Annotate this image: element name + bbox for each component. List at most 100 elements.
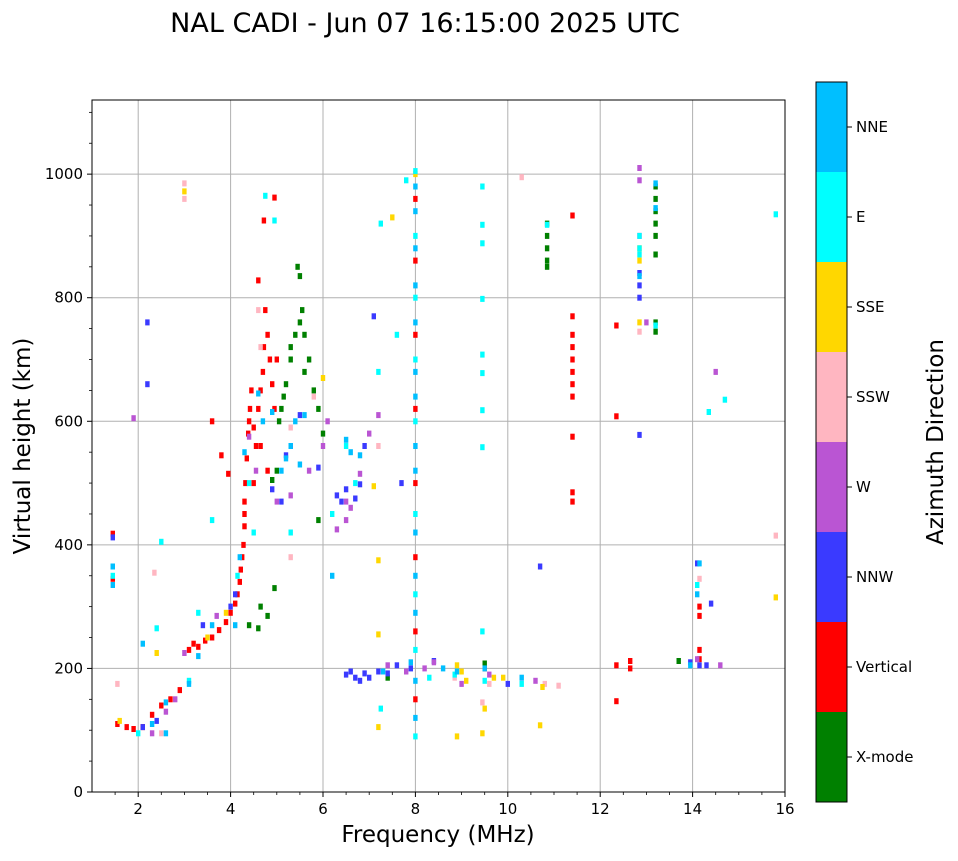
data-point [306, 356, 312, 363]
data-point [380, 668, 386, 675]
data-point [537, 722, 543, 729]
data-point [637, 257, 642, 264]
data-point [570, 498, 575, 505]
colorbar-tick-label: W [856, 478, 871, 496]
data-point [653, 232, 658, 239]
data-point [243, 480, 248, 487]
data-point [297, 273, 303, 280]
plot-frame [91, 99, 786, 793]
data-point [343, 498, 349, 505]
data-point [235, 591, 240, 598]
data-point [413, 232, 418, 239]
data-point [394, 662, 400, 669]
data-point [570, 331, 575, 338]
data-point [413, 245, 418, 252]
data-point [480, 351, 485, 358]
data-point [357, 481, 363, 488]
data-point [519, 674, 524, 681]
data-point [159, 702, 164, 709]
data-point [637, 270, 642, 276]
data-point [653, 195, 658, 202]
chart-title: NAL CADI - Jun 07 16:15:00 2025 UTC [170, 8, 680, 39]
data-point [306, 467, 312, 474]
data-point [209, 634, 215, 641]
data-point [413, 529, 418, 536]
colorbar-swatch [816, 352, 847, 442]
data-point [260, 368, 266, 375]
data-point [177, 687, 182, 694]
data-point [713, 368, 718, 375]
colorbar-tick-label: X-mode [856, 748, 913, 766]
data-point [413, 591, 418, 598]
data-point [413, 257, 418, 264]
data-point [413, 733, 418, 740]
data-point [279, 467, 284, 474]
data-point [637, 431, 642, 438]
data-point [413, 294, 418, 301]
data-point [149, 721, 155, 727]
colorbar: NNE E SSE SSW W NNW Vertical X-mode [815, 81, 913, 803]
colorbar-tick-label: E [856, 208, 865, 226]
data-point [556, 682, 561, 689]
data-point [519, 680, 524, 687]
data-point [311, 393, 316, 400]
data-point [404, 668, 409, 675]
data-point [154, 625, 159, 632]
data-point [159, 538, 164, 545]
y-tick-label: 400 [54, 536, 83, 554]
data-point [570, 368, 575, 375]
x-axis-label: Frequency (MHz) [341, 822, 534, 848]
data-point [311, 387, 316, 394]
data-point [256, 625, 261, 632]
y-tick-label: 1000 [45, 165, 83, 183]
data-point [256, 390, 261, 397]
data-point [246, 433, 252, 440]
data-point [209, 622, 215, 629]
axes: 2 4 6 8 10 12 14 16 0 200 400 600 800 1000 [45, 111, 795, 818]
data-point [263, 192, 268, 199]
data-point [697, 603, 702, 610]
data-point [464, 677, 469, 684]
data-point [614, 413, 619, 420]
data-point [325, 418, 330, 425]
data-point [413, 628, 418, 635]
data-point [205, 634, 210, 641]
data-point [223, 619, 229, 626]
colorbar-swatch [816, 442, 847, 532]
data-point [209, 418, 215, 425]
data-point [570, 393, 575, 400]
data-point [637, 282, 642, 289]
data-point [297, 412, 303, 419]
data-point [320, 375, 326, 381]
data-point [371, 313, 376, 320]
data-point [124, 724, 129, 731]
data-point [413, 183, 418, 190]
data-point [653, 319, 658, 326]
data-point [404, 177, 409, 184]
series-w [131, 165, 723, 737]
data-point [237, 554, 242, 561]
data-point [186, 677, 192, 684]
data-point [454, 733, 460, 740]
data-point [110, 534, 115, 541]
data-point [115, 721, 120, 727]
data-point [251, 424, 256, 431]
data-point [163, 708, 169, 715]
data-point [263, 307, 268, 314]
data-point [704, 662, 709, 669]
colorbar-tick-label: NNW [856, 568, 893, 586]
data-point [196, 653, 201, 660]
colorbar-label: Azimuth Direction [923, 339, 949, 545]
data-point [186, 646, 192, 653]
data-point [519, 174, 524, 181]
data-point [537, 563, 543, 570]
y-axis-label: Virtual height (km) [10, 338, 36, 555]
data-point [242, 449, 247, 456]
data-point [376, 443, 381, 449]
data-point [653, 322, 658, 329]
data-point [261, 344, 267, 351]
data-point [570, 212, 575, 219]
data-point [614, 698, 619, 705]
data-point [505, 680, 510, 687]
